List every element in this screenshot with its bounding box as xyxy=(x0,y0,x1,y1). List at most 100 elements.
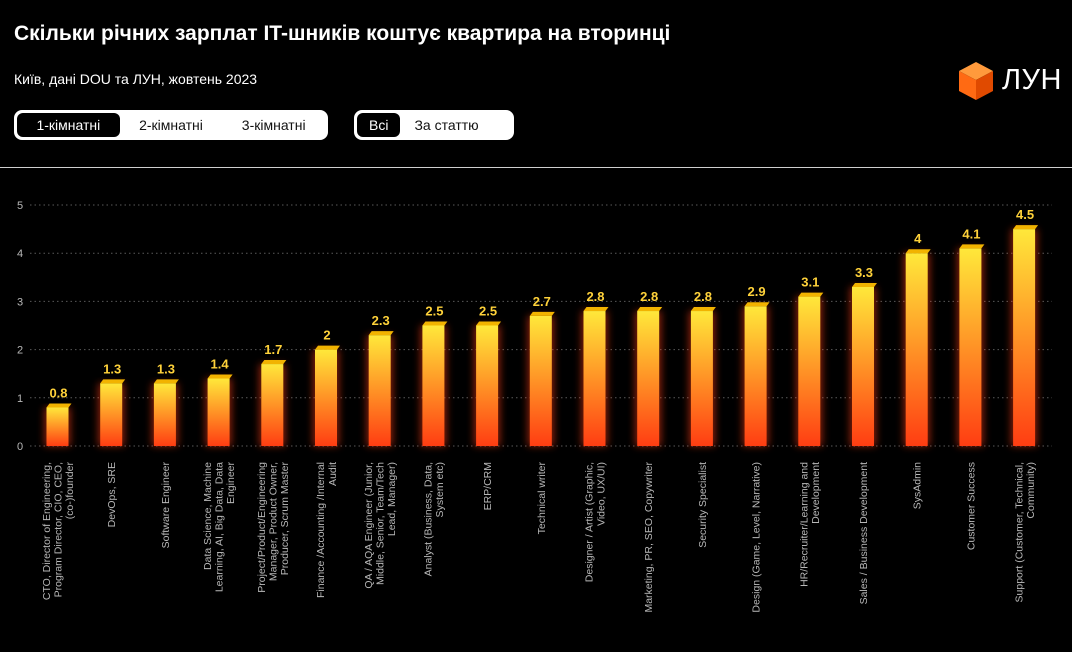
bar-body xyxy=(368,335,391,446)
header: Скільки річних зарплат IT-шників коштує … xyxy=(0,0,1072,168)
x-tick-label: Security Specialist xyxy=(697,462,709,548)
bar-cap xyxy=(100,379,126,384)
bar-chart: 0 1 2 3 4 5 0.8 1.3 1.3 1.4 1.7 2 2.3 2.5 2.5 2.7 2.8 2.… xyxy=(17,200,1052,613)
bar-body xyxy=(959,248,982,446)
x-tick-label: QA / AQA Engineer (Junior,Middle, Senior… xyxy=(363,462,398,589)
x-tick-label: Project/Product/EngineeringManager, Prod… xyxy=(256,461,291,592)
bar-cap xyxy=(529,311,555,316)
bar-body xyxy=(798,296,821,446)
bar-cap xyxy=(798,292,824,297)
bar-value-label: 4.1 xyxy=(962,226,980,241)
y-tick-label: 3 xyxy=(17,296,23,308)
x-tick-label: Customer Success xyxy=(965,462,977,550)
bar-cap xyxy=(690,307,716,312)
bar-cap xyxy=(1013,225,1039,230)
bar-body xyxy=(100,383,123,446)
x-axis: CTO, Director of Engineering,Program Dir… xyxy=(41,461,1037,612)
bar-value-label: 2 xyxy=(323,328,330,343)
x-tick-label: Support (Customer, Technical,Community) xyxy=(1013,462,1037,602)
bar-body xyxy=(261,364,284,446)
y-tick-label: 0 xyxy=(17,441,23,453)
tab-3-room[interactable]: 3-кімнатні xyxy=(241,117,306,133)
bar-value-label: 4.5 xyxy=(1016,207,1034,222)
bar-value-label: 2.7 xyxy=(533,294,551,309)
bar[interactable]: 2.3 xyxy=(366,313,394,446)
bar-cap xyxy=(153,379,179,384)
bar-cap xyxy=(637,307,663,312)
bar-value-label: 1.7 xyxy=(264,342,282,357)
bar-value-label: 4 xyxy=(914,231,922,246)
tab-2-room[interactable]: 2-кімнатні xyxy=(139,117,203,133)
y-axis: 0 1 2 3 4 5 xyxy=(17,200,23,453)
tab-all[interactable]: Всі xyxy=(357,113,401,137)
page-title: Скільки річних зарплат IT-шників коштує … xyxy=(14,22,671,45)
bar[interactable]: 2.5 xyxy=(474,304,502,447)
x-tick-label: Designer / Artist (Graphic,Video, UX/UI) xyxy=(584,462,608,582)
bar-value-label: 2.9 xyxy=(748,284,766,299)
grid-lines xyxy=(30,204,1052,447)
bar[interactable]: 2.8 xyxy=(635,289,663,446)
x-tick-label: Data Science, MachineLearning, AI, Big D… xyxy=(202,461,237,592)
bar-body xyxy=(529,315,552,446)
bar-value-label: 1.3 xyxy=(103,361,121,376)
bar-body xyxy=(905,253,928,446)
bar[interactable]: 2.8 xyxy=(581,289,609,446)
bar-body xyxy=(583,311,606,446)
bar[interactable]: 3.3 xyxy=(850,265,877,446)
bar[interactable]: 4 xyxy=(903,231,931,446)
tab-by-gender[interactable]: За статтю xyxy=(414,117,479,133)
bar-cap xyxy=(46,403,72,408)
bar-value-label: 2.8 xyxy=(640,289,658,304)
x-tick-label: CTO, Director of Engineering,Program Dir… xyxy=(41,462,76,601)
x-tick-label: ERP/CRM xyxy=(482,462,494,510)
bar-cap xyxy=(959,244,985,249)
bar-cap xyxy=(207,374,233,379)
bar-body xyxy=(207,378,230,446)
bar[interactable]: 1.4 xyxy=(205,357,233,446)
bars: 0.8 1.3 1.3 1.4 1.7 2 2.3 2.5 2.5 2.7 2.8 2.8 2.8 2.9… xyxy=(44,207,1039,447)
bar-value-label: 2.5 xyxy=(425,304,443,319)
bar[interactable]: 2 xyxy=(313,328,340,446)
page-subtitle: Київ, дані DOU та ЛУН, жовтень 2023 xyxy=(14,71,258,87)
bar-body xyxy=(476,325,499,446)
bar[interactable]: 4.5 xyxy=(1011,207,1039,446)
bar-value-label: 1.3 xyxy=(157,361,175,376)
bar[interactable]: 2.5 xyxy=(420,304,448,447)
bar[interactable]: 1.3 xyxy=(151,361,179,446)
lun-logo[interactable]: ЛУН xyxy=(955,60,1065,102)
bar-cap xyxy=(852,282,877,287)
bar[interactable]: 2.9 xyxy=(742,284,770,446)
bar[interactable]: 2.7 xyxy=(527,294,555,446)
bar-cap xyxy=(261,360,287,365)
x-tick-label: Software Engineer xyxy=(160,462,172,549)
bar-value-label: 0.8 xyxy=(49,385,67,400)
rooms-tabs: 1-кімнатні 2-кімнатні 3-кімнатні xyxy=(14,110,328,140)
logo-text: ЛУН xyxy=(1002,64,1062,96)
y-tick-label: 1 xyxy=(17,393,23,405)
bar[interactable]: 1.7 xyxy=(259,342,287,446)
tab-1-room[interactable]: 1-кімнатні xyxy=(17,113,120,137)
bar-body xyxy=(315,349,337,446)
x-tick-label: DevOps, SRE xyxy=(106,462,118,527)
y-tick-label: 2 xyxy=(17,345,23,357)
bar-body xyxy=(690,311,713,446)
x-tick-label: Technical writer xyxy=(536,461,548,534)
bar-value-label: 3.1 xyxy=(801,275,819,290)
bar[interactable]: 2.8 xyxy=(688,289,716,446)
gender-filter-tabs: Всі За статтю xyxy=(354,110,514,140)
x-tick-label: SysAdmin xyxy=(912,462,924,509)
x-tick-label: Marketing, PR, SEO, Copywriter xyxy=(643,462,655,613)
x-tick-label: Analyst (Business, Data,System etc) xyxy=(423,462,447,576)
bar-value-label: 3.3 xyxy=(855,265,873,280)
bar[interactable]: 0.8 xyxy=(44,385,72,446)
bar[interactable]: 1.3 xyxy=(98,361,126,446)
bar-cap xyxy=(422,321,448,326)
bar-body xyxy=(744,306,767,446)
bar-value-label: 2.3 xyxy=(372,313,390,328)
bar[interactable]: 4.1 xyxy=(957,226,985,446)
x-tick-label: HR/Recruiter/Learning andDevelopment xyxy=(799,462,823,587)
bar-body xyxy=(852,286,874,446)
bar-body xyxy=(46,407,69,446)
bar-value-label: 2.5 xyxy=(479,304,497,319)
bar[interactable]: 3.1 xyxy=(796,275,824,446)
